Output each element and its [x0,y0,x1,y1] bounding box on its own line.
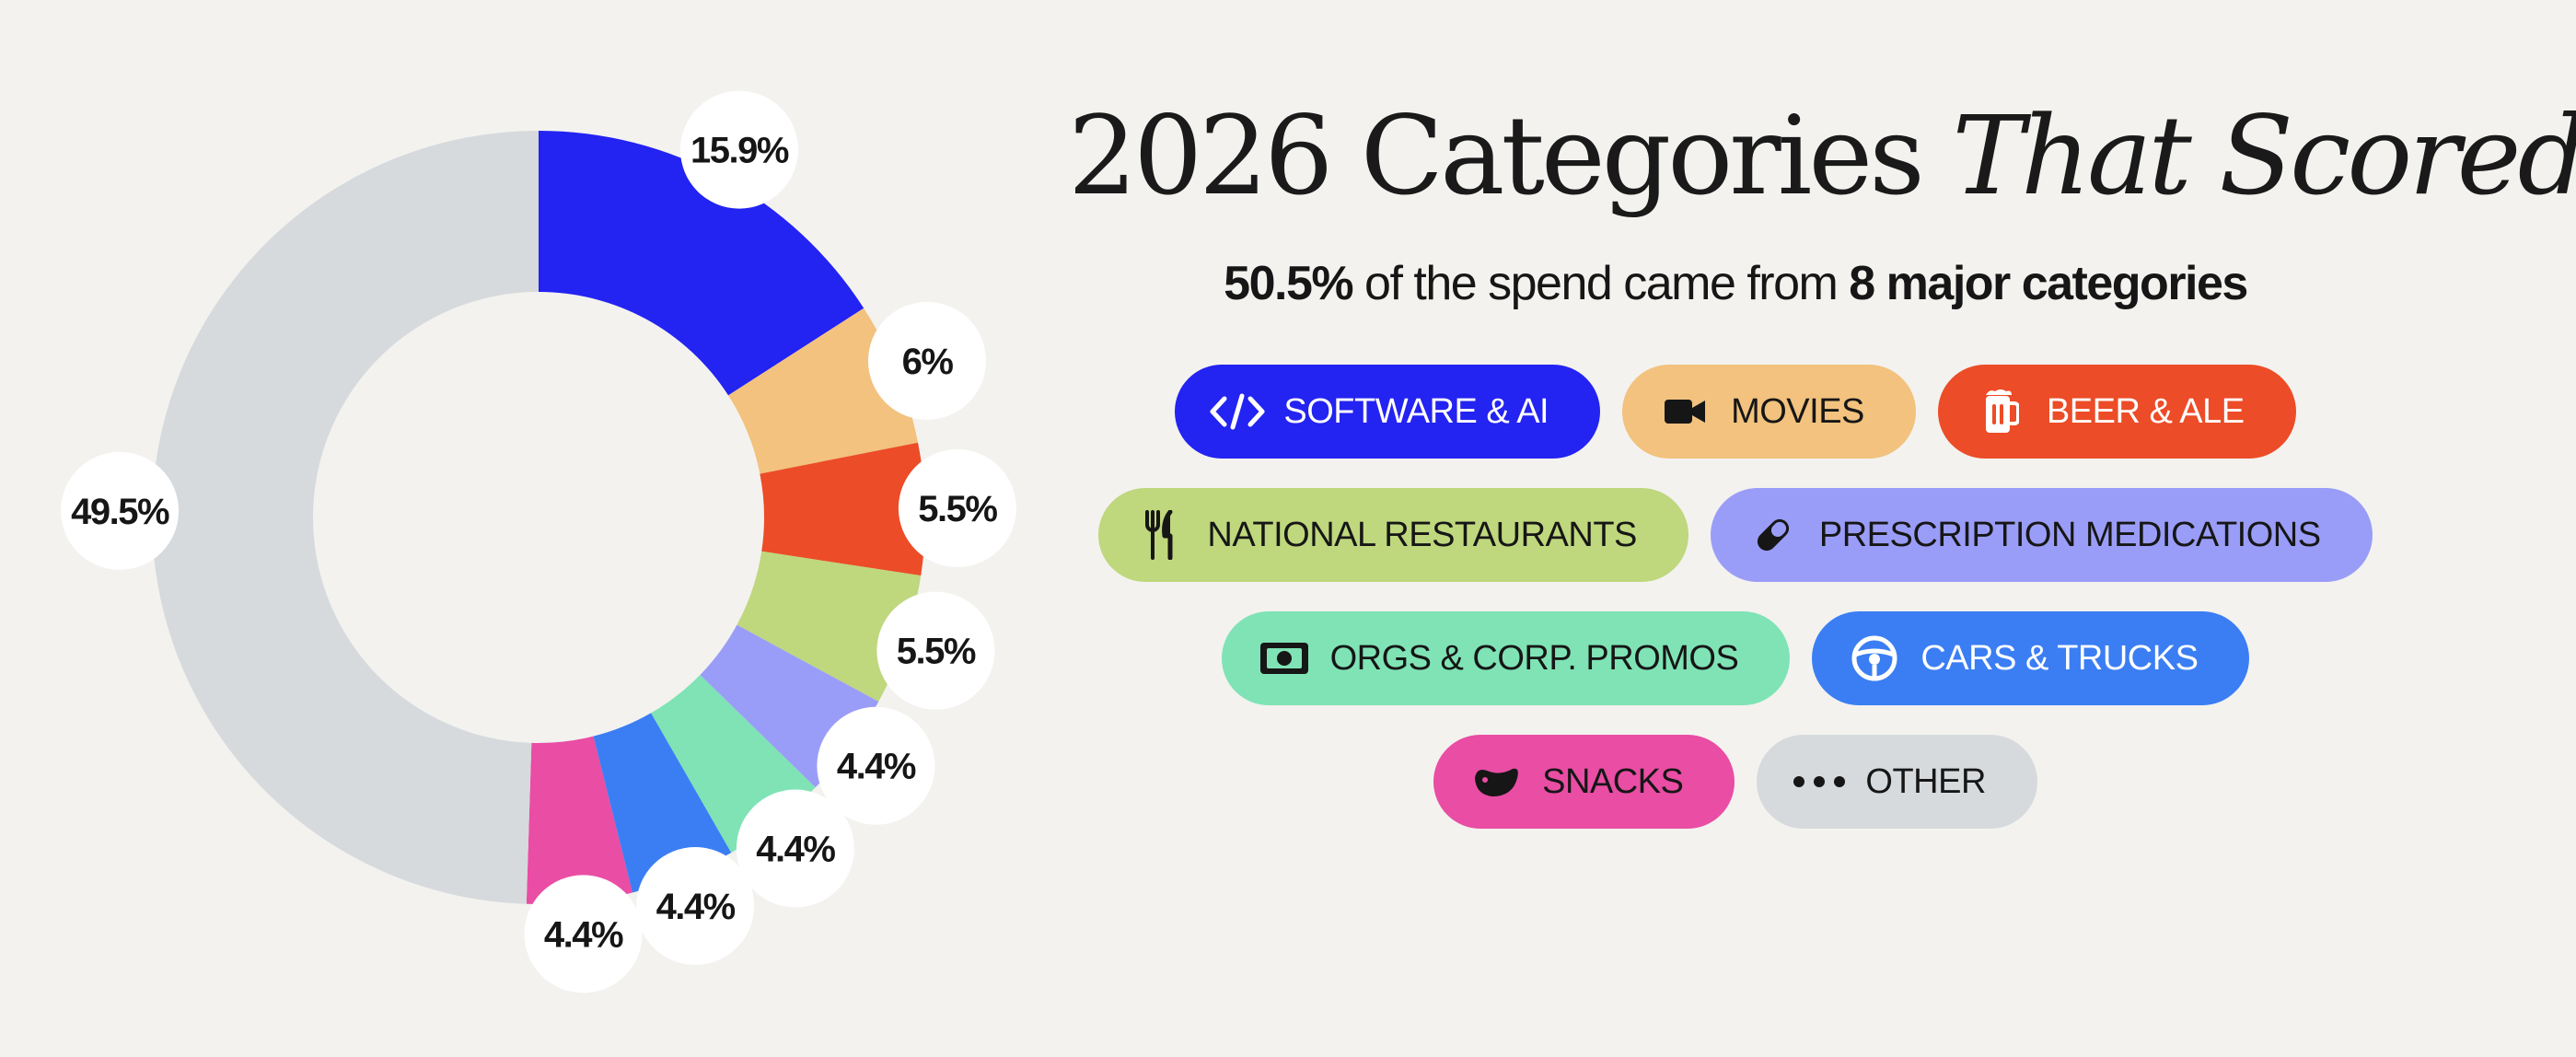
data-label-text: 4.4% [656,887,736,927]
legend-item-software-ai: SOFTWARE & AI [1175,365,1601,459]
data-label-beer-ale: 5.5% [898,448,1016,567]
legend-item-prescription-medications: PRESCRIPTION MEDICATIONS [1710,488,2373,582]
legend-item-cars-trucks: CARS & TRUCKS [1812,611,2250,705]
data-label-bubble [524,875,643,993]
data-label-text: 6% [902,342,954,382]
legend-label: SOFTWARE & AI [1283,391,1549,431]
legend-label: PRESCRIPTION MEDICATIONS [1818,515,2321,554]
legend-item-national-restaurants: NATIONAL RESTAURANTS [1098,488,1688,582]
data-label-bubble [679,90,798,209]
data-label-other: 49.5% [61,451,180,570]
data-label-bubble [898,448,1016,567]
legend-label: CARS & TRUCKS [1920,638,2199,678]
data-label-snacks: 4.4% [524,875,643,993]
beer-mug-icon [1973,384,2028,439]
data-label-cars-trucks: 4.4% [636,846,755,965]
subtitle-count: 8 major categories [1849,257,2248,310]
snack-icon [1468,754,1524,809]
donut-slice-snacks [526,736,632,904]
steering-wheel-icon [1847,631,1902,686]
data-label-bubble [636,846,755,965]
legend-item-orgs-corp-promos: ORGS & CORP. PROMOS [1221,611,1791,705]
dots-icon [1792,754,1847,809]
data-label-prescription-medications: 4.4% [817,706,935,825]
data-label-bubble [61,451,180,570]
data-label-text: 49.5% [71,492,169,532]
legend-item-other: OTHER [1757,735,2037,829]
money-bill-icon [1257,631,1312,686]
data-label-movies: 6% [867,301,986,420]
donut-slice-other [151,131,539,904]
title-part-2: That Scored [1952,92,2576,219]
legend-item-beer-ale: BEER & ALE [1937,365,2296,459]
data-label-text: 15.9% [690,131,789,171]
data-label-bubble [817,706,935,825]
legend-label: ORGS & CORP. PROMOS [1329,638,1739,678]
data-label-text: 4.4% [544,914,623,955]
video-camera-icon [1657,384,1712,439]
data-label-orgs-corp-promos: 4.4% [736,789,854,908]
legend-item-movies: MOVIES [1622,365,1916,459]
code-icon [1210,384,1265,439]
chart-subtitle: 50.5% of the spend came from 8 major cat… [1068,256,2403,311]
donut-slice-software-ai [539,131,864,396]
data-label-bubble [876,591,995,710]
legend-label: MOVIES [1731,391,1864,431]
legend-label: BEER & ALE [2046,391,2245,431]
data-label-text: 5.5% [918,489,997,529]
data-label-text: 4.4% [837,747,916,787]
legend-row: SNACKS OTHER [1068,735,2403,829]
title-part-1: 2026 Categories [1068,92,1953,219]
fork-knife-icon [1133,507,1189,563]
legend-item-snacks: SNACKS [1433,735,1735,829]
legend-label: NATIONAL RESTAURANTS [1207,515,1637,554]
donut-slice-beer-ale [760,442,926,576]
data-label-national-restaurants: 5.5% [876,591,995,710]
subtitle-percent: 50.5% [1224,257,1353,310]
legend-row: SOFTWARE & AI MOVIES BEER & ALE [1068,365,2403,459]
data-label-bubble [867,301,986,420]
legend-label: OTHER [1865,761,1986,801]
donut-slice-national-restaurants [737,551,922,703]
data-label-text: 4.4% [756,830,835,870]
legend-row: NATIONAL RESTAURANTS PRESCRIPTION MEDICA… [1068,488,2403,582]
legend: SOFTWARE & AI MOVIES BEER & ALE NATIONAL… [1068,365,2403,858]
data-label-software-ai: 15.9% [679,90,798,209]
pill-icon [1746,507,1801,563]
legend-row: ORGS & CORP. PROMOS CARS & TRUCKS [1068,611,2403,705]
subtitle-middle: of the spend came from [1352,257,1850,310]
legend-label: SNACKS [1542,761,1684,801]
chart-title: 2026 Categories That Scored [1068,101,2576,210]
donut-chart: 15.9% 6% 5.5% 5.5% 4.4% 4.4% 4.4% 4.4% 49.5% [61,90,1016,993]
data-label-bubble [736,789,854,908]
data-label-text: 5.5% [897,632,976,672]
